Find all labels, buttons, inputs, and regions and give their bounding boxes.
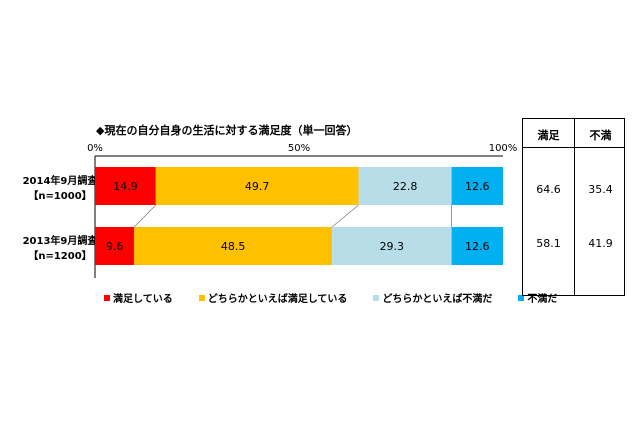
bar-segment <box>155 167 359 205</box>
summary-table: 満足 不満 64.6 35.4 58.1 41.9 <box>522 118 625 296</box>
bar-segment <box>95 227 135 265</box>
x-tick-label: 0% <box>87 143 103 154</box>
bar-value-label: 48.5 <box>221 240 246 253</box>
category-sample-size: 【n=1200】 <box>28 249 91 262</box>
summary-header-dissatisfied: 不満 <box>589 129 612 142</box>
bar-segment <box>332 227 452 265</box>
bar-segment <box>451 227 503 265</box>
bar-value-label: 49.7 <box>245 180 270 193</box>
summary-cell: 41.9 <box>588 237 613 250</box>
legend-swatch <box>518 294 525 301</box>
bar-value-label: 29.3 <box>380 240 405 253</box>
category-label: 2013年9月調査 <box>23 234 99 247</box>
bar-value-label: 12.6 <box>465 180 490 193</box>
chart-title: ◆現在の自分自身の生活に対する満足度（単一回答） <box>96 124 358 137</box>
legend-label: 満足している <box>113 294 173 305</box>
legend-label: 不満だ <box>527 294 558 305</box>
legend-label: どちらかといえば不満だ <box>382 294 493 305</box>
x-tick-label: 50% <box>288 143 310 154</box>
bar-value-label: 9.6 <box>106 240 124 253</box>
series-connector-line <box>331 204 359 228</box>
bar-segment <box>95 167 156 205</box>
bar-segment <box>358 167 452 205</box>
chart-legend: 満足している どちらかといえば満足している どちらかといえば不満だ 不満だ <box>104 290 557 305</box>
legend-swatch <box>198 294 205 301</box>
summary-table-header <box>523 119 624 148</box>
bar-value-label: 22.8 <box>393 180 418 193</box>
legend-label: どちらかといえば満足している <box>207 294 348 305</box>
legend-swatch <box>104 294 110 301</box>
bar-segment <box>134 227 333 265</box>
bar-value-label: 14.9 <box>113 180 138 193</box>
summary-cell: 64.6 <box>536 183 561 196</box>
legend-item-dissatisfied: 不満だ <box>518 290 557 305</box>
legend-item-somewhat-satisfied: どちらかといえば満足している <box>198 290 348 305</box>
bar-value-label: 12.6 <box>465 240 490 253</box>
x-tick-label: 100% <box>489 143 518 154</box>
legend-swatch <box>373 294 380 301</box>
legend-item-somewhat-dissatisfied: どちらかといえば不満だ <box>373 290 492 305</box>
summary-cell: 35.4 <box>588 183 613 196</box>
series-connector-line <box>133 204 157 228</box>
category-sample-size: 【n=1000】 <box>28 189 91 202</box>
category-label: 2014年9月調査 <box>23 174 99 187</box>
bar-segment <box>451 167 503 205</box>
summary-header-satisfied: 満足 <box>537 129 560 142</box>
summary-table-divider <box>574 119 575 295</box>
summary-cell: 58.1 <box>536 237 561 250</box>
legend-item-satisfied: 満足している <box>104 290 173 305</box>
